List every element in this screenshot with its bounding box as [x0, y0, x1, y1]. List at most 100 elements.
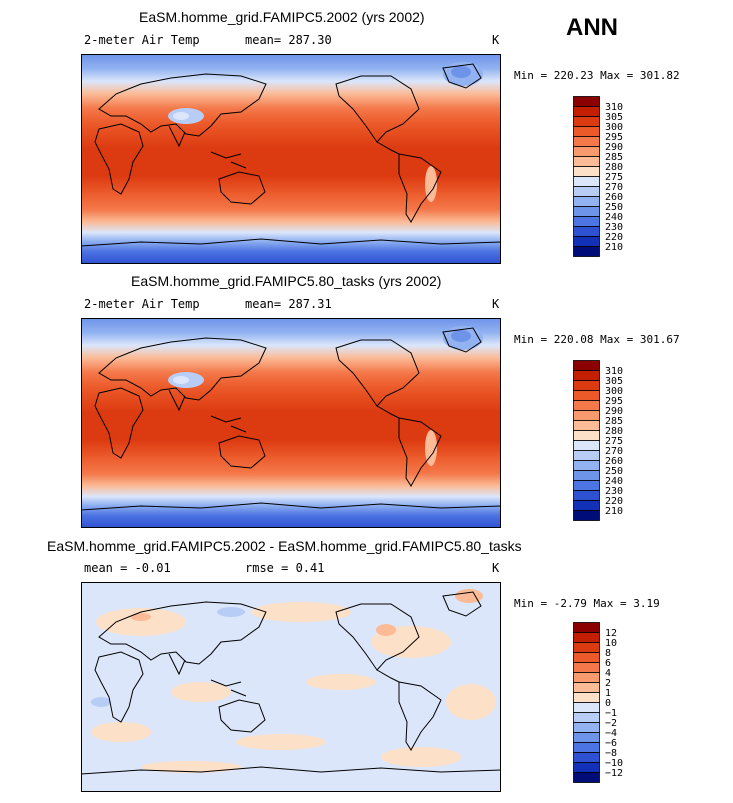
colorbar-level-label: 220 — [605, 496, 623, 507]
panel-1-colorbar: 3103053002952902852802752702602502402302… — [573, 96, 623, 257]
colorbar-swatch — [573, 490, 600, 501]
panel-2-minmax: Min = 220.08 Max = 301.67 — [514, 333, 680, 346]
colorbar-level-label: 290 — [605, 406, 623, 417]
colorbar-level-label: 8 — [605, 648, 611, 659]
colorbar-level-label: 230 — [605, 222, 623, 233]
colorbar-swatch — [573, 772, 600, 783]
colorbar-swatch — [573, 420, 600, 431]
panel-3-mean: mean = -0.01 — [84, 561, 171, 575]
colorbar-swatch — [573, 440, 600, 451]
colorbar-swatch — [573, 136, 600, 147]
colorbar-swatch — [573, 246, 600, 257]
colorbar-swatch — [573, 652, 600, 663]
temperature-field — [81, 318, 501, 528]
panel-2-map — [81, 318, 501, 528]
colorbar-level-label: 10 — [605, 638, 617, 649]
coastlines — [81, 63, 501, 247]
colorbar-level-label: 210 — [605, 242, 623, 253]
colorbar-level-label: 300 — [605, 386, 623, 397]
colorbar-swatch — [573, 642, 600, 653]
colorbar-swatch — [573, 682, 600, 693]
panel-3-map — [81, 582, 501, 792]
colorbar-swatch — [573, 470, 600, 481]
colorbar-level-label: 305 — [605, 112, 623, 123]
panel-3-units: K — [492, 561, 500, 575]
colorbar-level-label: 240 — [605, 476, 623, 487]
coastlines — [81, 327, 501, 511]
colorbar-level-label: 280 — [605, 162, 623, 173]
colorbar-swatch — [573, 106, 600, 117]
panel-3-title: EaSM.homme_grid.FAMIPC5.2002 - EaSM.homm… — [47, 538, 522, 554]
panel-3-minmax: Min = -2.79 Max = 3.19 — [514, 597, 660, 610]
colorbar-level-label: −1 — [605, 708, 617, 719]
panel-1-variable: 2-meter Air Temp — [84, 33, 200, 47]
colorbar-swatch — [573, 430, 600, 441]
colorbar-swatch — [573, 732, 600, 743]
colorbar-level-label: 260 — [605, 192, 623, 203]
positive-anomalies — [91, 602, 496, 773]
colorbar-swatch — [573, 752, 600, 763]
colorbar-level-label: 290 — [605, 142, 623, 153]
panel-2-variable: 2-meter Air Temp — [84, 297, 200, 311]
colorbar-level-label: −8 — [605, 748, 617, 759]
map-frame — [81, 54, 501, 264]
colorbar-level-label: 12 — [605, 628, 617, 639]
colorbar-swatch — [573, 410, 600, 421]
colorbar-level-label: 250 — [605, 202, 623, 213]
temperature-field — [81, 54, 501, 264]
colorbar-level-label: 270 — [605, 182, 623, 193]
map-frame — [81, 582, 501, 792]
colorbar-swatch — [573, 400, 600, 411]
panel-1-minmax: Min = 220.23 Max = 301.82 — [514, 69, 680, 82]
colorbar-swatch — [573, 622, 600, 633]
colorbar-level-label: 275 — [605, 172, 623, 183]
panel-1-map — [81, 54, 501, 264]
colorbar-level-label: 230 — [605, 486, 623, 497]
panel-2-colorbar: 3103053002952902852802752702602502402302… — [573, 360, 623, 521]
colorbar-level-label: 285 — [605, 416, 623, 427]
colorbar-level-label: −12 — [605, 768, 623, 779]
colorbar-level-label: 310 — [605, 366, 623, 377]
colorbar-swatch — [573, 126, 600, 137]
colorbar-level-label: −4 — [605, 728, 617, 739]
colorbar-level-label: −10 — [605, 758, 623, 769]
panel-3-rmse: rmse = 0.41 — [245, 561, 325, 575]
colorbar-swatch — [573, 380, 600, 391]
colorbar-swatch — [573, 206, 600, 217]
colorbar-level-label: 2 — [605, 678, 611, 689]
colorbar-swatch — [573, 186, 600, 197]
coastlines — [81, 591, 501, 775]
colorbar-level-label: 220 — [605, 232, 623, 243]
colorbar-level-label: 240 — [605, 212, 623, 223]
colorbar-level-label: 6 — [605, 658, 611, 669]
colorbar-level-label: 4 — [605, 668, 611, 679]
colorbar-swatch — [573, 480, 600, 491]
panel-2-units: K — [492, 297, 500, 311]
colorbar-swatch — [573, 236, 600, 247]
colorbar-level-label: 210 — [605, 506, 623, 517]
colorbar-level-label: 260 — [605, 456, 623, 467]
colorbar-swatch — [573, 226, 600, 237]
colorbar-swatch — [573, 712, 600, 723]
colorbar-swatch — [573, 500, 600, 511]
colorbar-level-label: −6 — [605, 738, 617, 749]
colorbar-swatch — [573, 196, 600, 207]
colorbar-swatch — [573, 176, 600, 187]
colorbar-swatch — [573, 662, 600, 673]
colorbar-level-label: 295 — [605, 396, 623, 407]
colorbar-swatch — [573, 360, 600, 371]
colorbar-swatch — [573, 632, 600, 643]
colorbar-level-label: 270 — [605, 446, 623, 457]
colorbar-level-label: 250 — [605, 466, 623, 477]
colorbar-swatch — [573, 156, 600, 167]
colorbar-swatch — [573, 510, 600, 521]
colorbar-level-label: 295 — [605, 132, 623, 143]
colorbar-level-label: 285 — [605, 152, 623, 163]
colorbar-swatch — [573, 672, 600, 683]
colorbar-level-label: 305 — [605, 376, 623, 387]
colorbar-swatch — [573, 742, 600, 753]
colorbar-swatch — [573, 702, 600, 713]
colorbar-swatch — [573, 762, 600, 773]
colorbar-swatch — [573, 370, 600, 381]
